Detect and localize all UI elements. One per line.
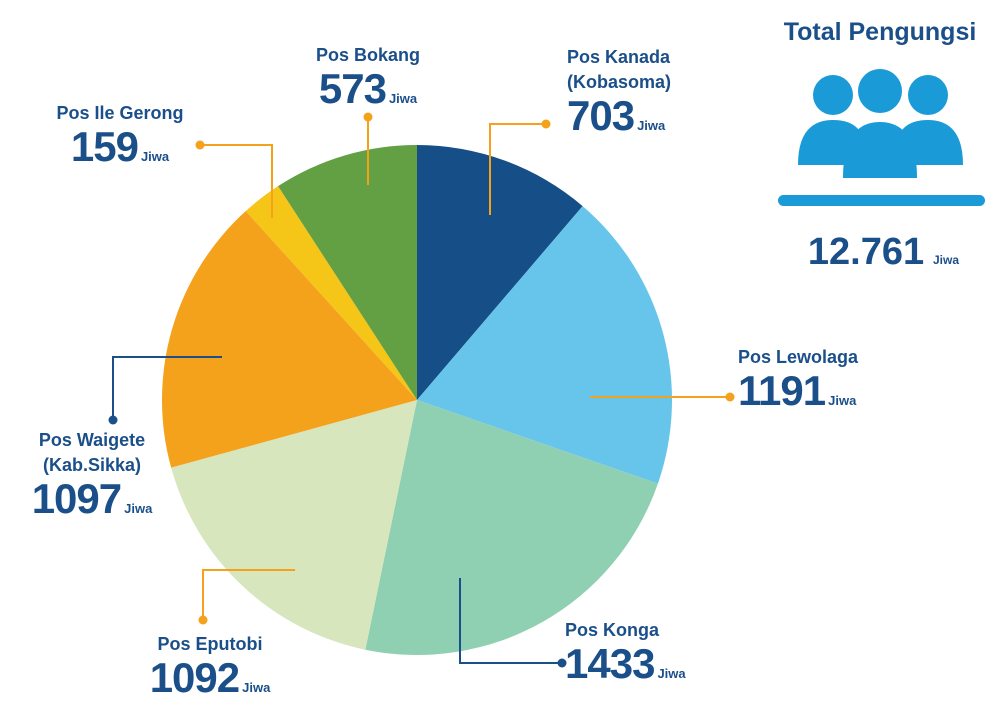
value-label: 1433 <box>565 640 655 687</box>
category-name: Pos Kanada (Kobasoma) <box>567 47 672 92</box>
slice-label: Pos Ile Gerong 159 Jiwa <box>20 101 220 178</box>
unit-label: Jiwa <box>140 149 170 164</box>
value-row: 159 Jiwa <box>20 126 220 178</box>
value-row: 1097 Jiwa <box>22 478 162 530</box>
pie-slice <box>278 145 417 400</box>
value-label: 159 <box>70 123 139 170</box>
leader-dot <box>363 112 373 122</box>
total-value: 12.761 <box>808 231 924 273</box>
value-label: 1092 <box>149 654 240 701</box>
leader-line <box>202 569 295 620</box>
slice-label: Pos Bokang 573 Jiwa <box>268 43 468 120</box>
leader-line <box>459 578 562 664</box>
leader-dot <box>195 140 205 150</box>
unit-label: Jiwa <box>657 666 686 681</box>
people-icon <box>778 69 985 206</box>
slice-label: Pos Kanada (Kobasoma) 703 Jiwa <box>567 45 697 147</box>
category-name: Pos Konga <box>565 620 660 640</box>
total-unit: Jiwa <box>933 253 959 267</box>
value-label: 1097 <box>31 475 122 522</box>
value-label: 1191 <box>738 367 826 414</box>
category-name: Pos Lewolaga <box>738 347 859 367</box>
leader-dot <box>108 415 118 425</box>
slice-label: Pos Lewolaga 1191 Jiwa <box>738 345 938 422</box>
value-label: 703 <box>567 92 635 139</box>
page: Total Pengungsi 12.761 Jiwa (() => { con… <box>20 18 985 699</box>
value-row: 1433 Jiwa <box>565 643 765 695</box>
value-row: 703 Jiwa <box>567 95 697 147</box>
unit-label: Jiwa <box>242 680 271 695</box>
leader-line <box>489 123 546 215</box>
category-name: Pos Eputobi <box>157 634 263 654</box>
slice-label: Pos Konga 1433 Jiwa <box>565 618 765 695</box>
pie <box>162 145 673 656</box>
pie-slice <box>417 145 583 400</box>
pie-slice <box>417 206 673 484</box>
category-name: Pos Ile Gerong <box>56 103 184 123</box>
slice-label: Pos Waigete (Kab.Sikka) 1097 Jiwa <box>22 428 162 530</box>
unit-label: Jiwa <box>124 501 153 516</box>
total-title: Total Pengungsi <box>784 18 977 46</box>
unit-label: Jiwa <box>637 118 666 133</box>
pie-slice <box>171 400 417 650</box>
pie-slice <box>365 400 658 656</box>
value-row: 573 Jiwa <box>268 68 468 120</box>
leader-dot <box>725 392 735 402</box>
value-row: 1092 Jiwa <box>100 657 320 709</box>
category-name: Pos Bokang <box>315 45 421 65</box>
leader-dot <box>541 119 551 129</box>
value-label: 573 <box>318 65 387 112</box>
pie-slice <box>245 186 417 400</box>
value-row: 1191 Jiwa <box>738 370 938 422</box>
category-name: Pos Waigete (Kab.Sikka) <box>38 430 146 475</box>
leader-line <box>112 356 222 420</box>
chart: Total Pengungsi 12.761 Jiwa <box>108 18 985 668</box>
leader-dot <box>198 615 208 625</box>
leader-dot <box>557 658 567 668</box>
slice-label: Pos Eputobi 1092 Jiwa <box>100 632 320 709</box>
unit-label: Jiwa <box>388 91 418 106</box>
pie-slice <box>162 211 417 468</box>
unit-label: Jiwa <box>828 393 857 408</box>
leader-line <box>200 144 273 218</box>
